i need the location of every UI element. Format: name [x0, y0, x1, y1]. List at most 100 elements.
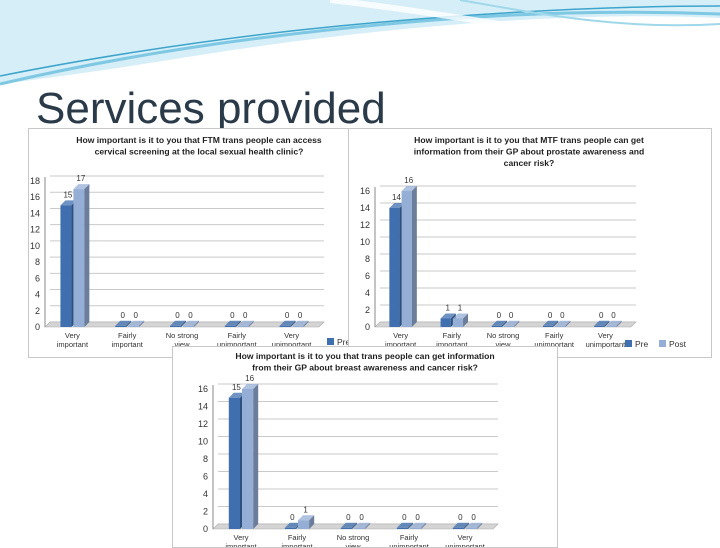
- x-category-label: Very: [457, 533, 472, 542]
- legend-swatch-pre: [327, 338, 334, 345]
- bar-side: [421, 522, 427, 529]
- bar-post: [401, 186, 417, 327]
- bar-side: [604, 320, 610, 327]
- bar-top: [594, 320, 610, 326]
- bar-side: [463, 313, 469, 327]
- bar-side: [139, 320, 145, 327]
- x-category-label: Very: [233, 533, 248, 542]
- x-category-label: No strong: [337, 533, 370, 542]
- x-category-label: important: [385, 340, 417, 349]
- bar-pre: [396, 522, 413, 529]
- bar-post: [410, 522, 427, 529]
- data-label: 15: [63, 190, 72, 199]
- x-category-label: Fairly: [545, 331, 564, 340]
- bar-front: [170, 325, 181, 327]
- y-tick-label: 16: [198, 384, 208, 394]
- y-tick-label: 6: [365, 271, 370, 281]
- bar-top: [284, 522, 301, 528]
- bar-post: [466, 522, 483, 529]
- bar-side: [464, 522, 469, 529]
- bar-front: [224, 325, 236, 327]
- bar-front: [389, 208, 400, 327]
- bar-side: [290, 320, 296, 327]
- bar-post: [298, 515, 315, 529]
- data-label: 14: [392, 193, 401, 202]
- bar-side: [126, 320, 132, 327]
- x-category-label: Fairly: [443, 331, 462, 340]
- data-label: 1: [303, 505, 308, 514]
- y-tick-label: 0: [203, 524, 208, 534]
- bar-top: [224, 320, 241, 326]
- bar-front: [279, 325, 291, 327]
- chart-title-line: information from their GP about prostate…: [414, 147, 644, 157]
- bar-front: [298, 520, 310, 529]
- y-tick-label: 2: [35, 306, 40, 316]
- bar-front: [542, 325, 554, 327]
- y-tick-label: 14: [360, 203, 370, 213]
- data-label: 0: [243, 311, 248, 320]
- chart-title-line: How important is it to you that trans pe…: [235, 351, 494, 361]
- bar-side: [84, 184, 90, 327]
- y-tick-label: 4: [35, 290, 40, 300]
- y-tick-label: 12: [360, 220, 370, 230]
- legend-label-post: Post: [669, 339, 687, 349]
- bar-pre: [452, 522, 469, 529]
- bar-front: [292, 325, 304, 327]
- x-category-label: No strong: [166, 331, 199, 340]
- x-category-label: Fairly: [288, 533, 307, 542]
- bar-top: [466, 522, 483, 528]
- bar-post: [555, 320, 571, 327]
- header-swoosh: [0, 0, 720, 86]
- bar-post: [292, 320, 309, 327]
- y-tick-label: 12: [30, 225, 40, 235]
- data-label: 0: [285, 311, 290, 320]
- x-category-label: Very: [284, 331, 299, 340]
- bar-top: [410, 522, 427, 528]
- bar-front: [396, 527, 408, 529]
- bar-front: [452, 318, 464, 327]
- y-tick-label: 16: [30, 192, 40, 202]
- x-category-label: unimportant: [534, 340, 575, 349]
- data-label: 0: [497, 311, 502, 320]
- bar-top: [298, 515, 315, 521]
- chart-title-line: cervical screening at the local sexual h…: [95, 147, 304, 157]
- bar-top: [183, 320, 199, 326]
- bar-side: [408, 522, 413, 529]
- x-category-label: Very: [65, 331, 80, 340]
- x-category-label: important: [225, 542, 257, 547]
- bar-front: [401, 191, 412, 327]
- bar-front: [73, 189, 85, 327]
- data-label: 0: [298, 311, 303, 320]
- bar-top: [73, 184, 90, 190]
- bar-post: [354, 522, 371, 529]
- bar-front: [594, 325, 605, 327]
- chart-ftm-cervical-screening: How important is it to you that FTM tran…: [30, 135, 349, 349]
- bar-front: [242, 389, 254, 529]
- bar-pre: [170, 320, 186, 327]
- y-tick-label: 8: [203, 454, 208, 464]
- bar-front: [504, 325, 515, 327]
- y-tick-label: 2: [365, 305, 370, 315]
- chart-panel-ftm-cervical: How important is it to you that FTM tran…: [28, 128, 350, 358]
- data-label: 1: [458, 304, 463, 313]
- data-label: 0: [509, 311, 514, 320]
- bar-pre: [594, 320, 610, 327]
- data-label: 0: [188, 311, 193, 320]
- x-category-label: important: [57, 340, 89, 349]
- chart-mtf-prostate-awareness: How important is it to you that MTF tran…: [360, 135, 687, 349]
- data-label: 15: [232, 383, 241, 392]
- data-label: 0: [402, 513, 407, 522]
- x-category-label: unimportant: [217, 340, 258, 349]
- y-tick-label: 10: [30, 241, 40, 251]
- data-label: 16: [404, 176, 413, 185]
- data-label: 0: [120, 311, 125, 320]
- bar-top: [279, 320, 296, 326]
- y-tick-label: 4: [203, 489, 208, 499]
- slide-title: Services provided: [36, 84, 386, 133]
- x-category-label: view: [495, 340, 511, 349]
- x-category-label: view: [174, 340, 190, 349]
- bar-front: [555, 325, 566, 327]
- bar-top: [242, 384, 259, 389]
- x-category-label: Very: [393, 331, 408, 340]
- bar-post: [73, 184, 90, 327]
